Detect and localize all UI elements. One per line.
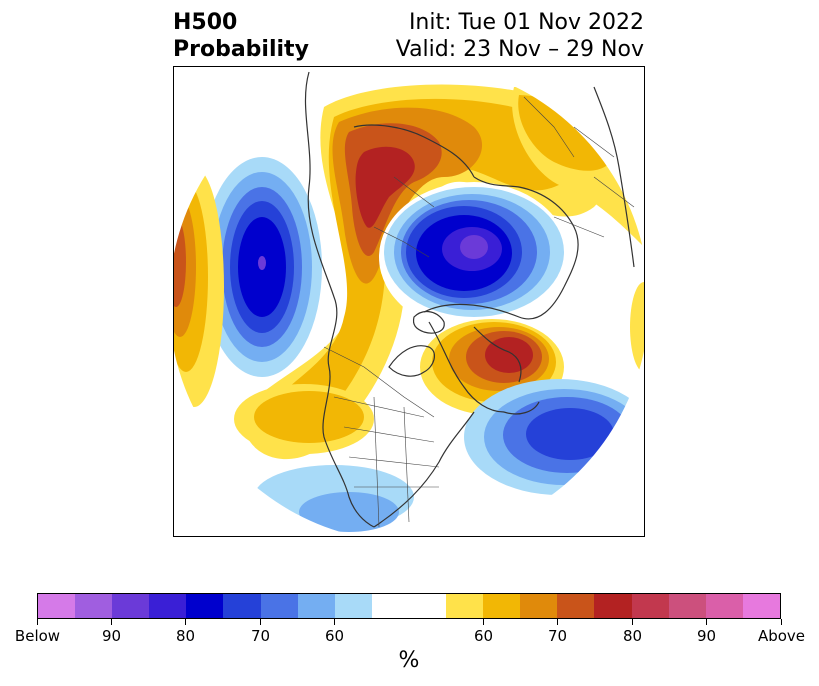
colorbar-tick [557, 619, 558, 625]
colorbar-swatch [594, 594, 632, 618]
colorbar-unit-label: % [398, 648, 420, 673]
colorbar-tick-label: 60 [473, 627, 494, 645]
map-title: H500 Probability [173, 9, 309, 63]
colorbar-tick [111, 619, 112, 625]
colorbar-swatch [371, 594, 409, 618]
title-product: Probability [173, 37, 309, 62]
colorbar-tick-label: Above [757, 627, 806, 645]
valid-range: Valid: 23 Nov – 29 Nov [395, 37, 644, 62]
colorbar-tick [781, 619, 782, 625]
map-svg [174, 67, 644, 536]
colorbar-swatch [334, 594, 372, 618]
colorbar-tick [260, 619, 261, 625]
colorbar-swatch [705, 594, 743, 618]
colorbar-swatch [631, 594, 669, 618]
colorbar-tick-label: 60 [324, 627, 345, 645]
hemisphere-mask [174, 67, 644, 536]
colorbar-tick-label: 70 [547, 627, 568, 645]
colorbar-swatch [186, 594, 224, 618]
colorbar-tick [483, 619, 484, 625]
colorbar-tick-label: 80 [622, 627, 643, 645]
colorbar-tick [37, 619, 38, 625]
title-variable: H500 [173, 10, 238, 35]
colorbar-swatch [297, 594, 335, 618]
colorbar-swatch [446, 594, 484, 618]
init-date: Init: Tue 01 Nov 2022 [408, 10, 644, 35]
colorbar-tick [632, 619, 633, 625]
colorbar-swatch [520, 594, 558, 618]
political-borders [323, 96, 635, 528]
colorbar-swatch [668, 594, 706, 618]
colorbar-tick-label: 90 [101, 627, 122, 645]
colorbar-swatch [112, 594, 150, 618]
colorbar [37, 593, 781, 619]
colorbar-tick [185, 619, 186, 625]
colorbar-swatch [408, 594, 447, 618]
colorbar-swatch [223, 594, 261, 618]
colorbar-tick [706, 619, 707, 625]
colorbar-swatch [742, 594, 780, 618]
colorbar-swatch [149, 594, 187, 618]
coastlines [304, 71, 635, 528]
colorbar-tick-label: 70 [250, 627, 271, 645]
colorbar-swatch [557, 594, 595, 618]
colorbar-swatch [260, 594, 298, 618]
colorbar-tick-label: 90 [696, 627, 717, 645]
colorbar-tick [334, 619, 335, 625]
probability-shading [174, 84, 644, 532]
colorbar-swatch [75, 594, 113, 618]
colorbar-tick-label: 80 [175, 627, 196, 645]
colorbar-swatch [38, 594, 76, 618]
colorbar-swatch [483, 594, 521, 618]
map-validity: Init: Tue 01 Nov 2022 Valid: 23 Nov – 29… [396, 9, 644, 63]
probability-map [173, 66, 645, 537]
colorbar-tick-label: Below [14, 627, 61, 645]
